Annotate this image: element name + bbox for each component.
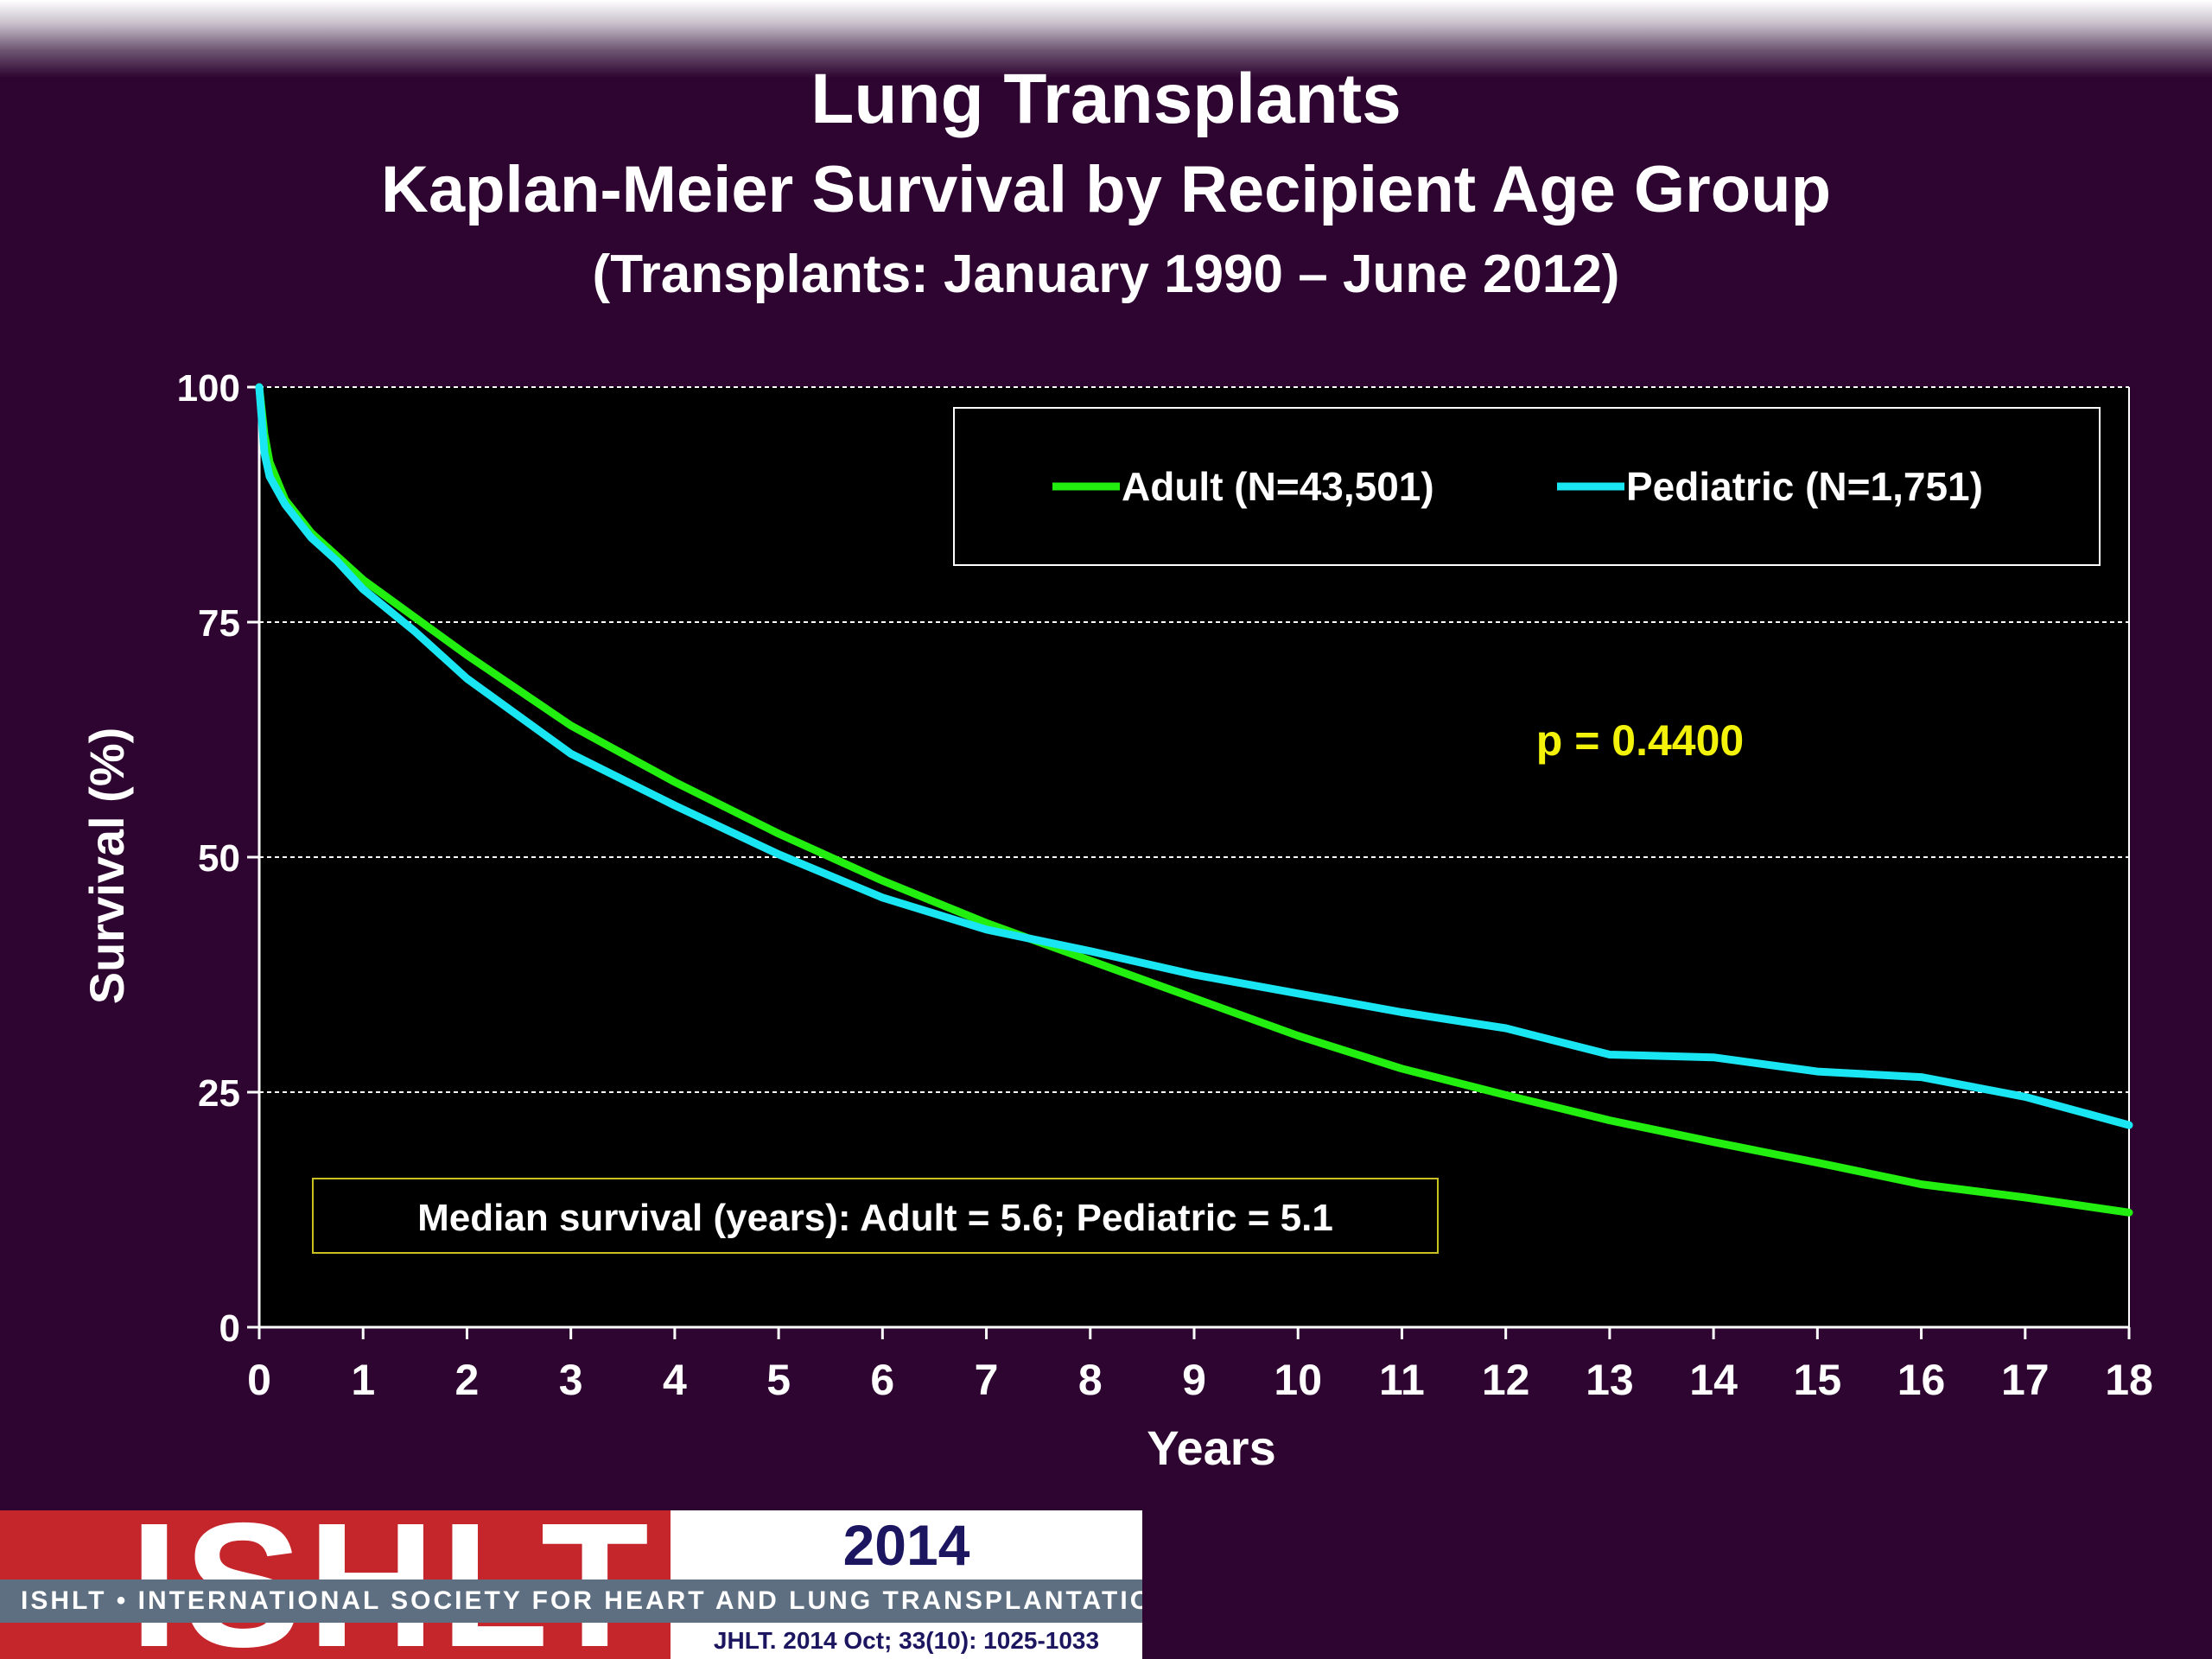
legend-label: Adult (N=43,501) <box>1122 464 1434 509</box>
x-axis-title: Years <box>1147 1421 1276 1475</box>
y-tick-label: 25 <box>198 1072 240 1115</box>
x-tick-label: 1 <box>351 1356 375 1404</box>
p-value-label: p = 0.4400 <box>1536 716 1744 765</box>
x-tick-label: 5 <box>766 1356 791 1404</box>
x-tick-label: 3 <box>559 1356 583 1404</box>
footer-citation: JHLT. 2014 Oct; 33(10): 1025-1033 <box>713 1627 1100 1654</box>
x-tick-label: 13 <box>1586 1356 1634 1404</box>
x-tick-label: 18 <box>2105 1356 2153 1404</box>
x-tick-label: 16 <box>1897 1356 1946 1404</box>
x-tick-label: 8 <box>1078 1356 1103 1404</box>
y-tick-label: 50 <box>198 837 240 880</box>
y-tick-label: 0 <box>219 1307 240 1350</box>
top-gradient-band <box>0 0 2212 78</box>
x-tick-label: 0 <box>247 1356 271 1404</box>
x-tick-label: 2 <box>455 1356 480 1404</box>
title-block: Lung Transplants Kaplan-Meier Survival b… <box>0 52 2212 316</box>
series-line-pediatric <box>255 383 2133 1129</box>
x-tick-label: 17 <box>2001 1356 2050 1404</box>
x-tick-label: 11 <box>1379 1356 1425 1404</box>
ishlt-footer: ISHLT 2014 ISHLT • INTERNATIONAL SOCIETY… <box>0 1510 1142 1659</box>
x-tick-label: 12 <box>1482 1356 1530 1404</box>
chart-title: Lung Transplants <box>810 60 1402 138</box>
x-tick-label: 10 <box>1274 1356 1322 1404</box>
y-axis-title: Survival (%) <box>79 728 134 1005</box>
median-survival-label: Median survival (years): Adult = 5.6; Pe… <box>417 1197 1333 1239</box>
y-tick-label: 75 <box>198 602 240 645</box>
median-survival-box <box>312 1178 1439 1254</box>
x-tick-label: 14 <box>1689 1356 1738 1404</box>
society-band: ISHLT • INTERNATIONAL SOCIETY FOR HEART … <box>0 1580 1142 1623</box>
x-tick-label: 6 <box>870 1356 894 1404</box>
footer-year: 2014 <box>842 1513 970 1577</box>
y-tick-label: 100 <box>177 367 240 410</box>
chart-subtitle: Kaplan-Meier Survival by Recipient Age G… <box>380 153 1831 226</box>
legend-box <box>953 407 2101 566</box>
chart-period: (Transplants: January 1990 – June 2012) <box>592 245 1620 304</box>
legend-label: Pediatric (N=1,751) <box>1626 464 1983 509</box>
x-tick-label: 4 <box>663 1356 687 1404</box>
x-tick-label: 7 <box>975 1356 999 1404</box>
x-tick-label: 15 <box>1794 1356 1842 1404</box>
x-tick-label: 9 <box>1182 1356 1206 1404</box>
